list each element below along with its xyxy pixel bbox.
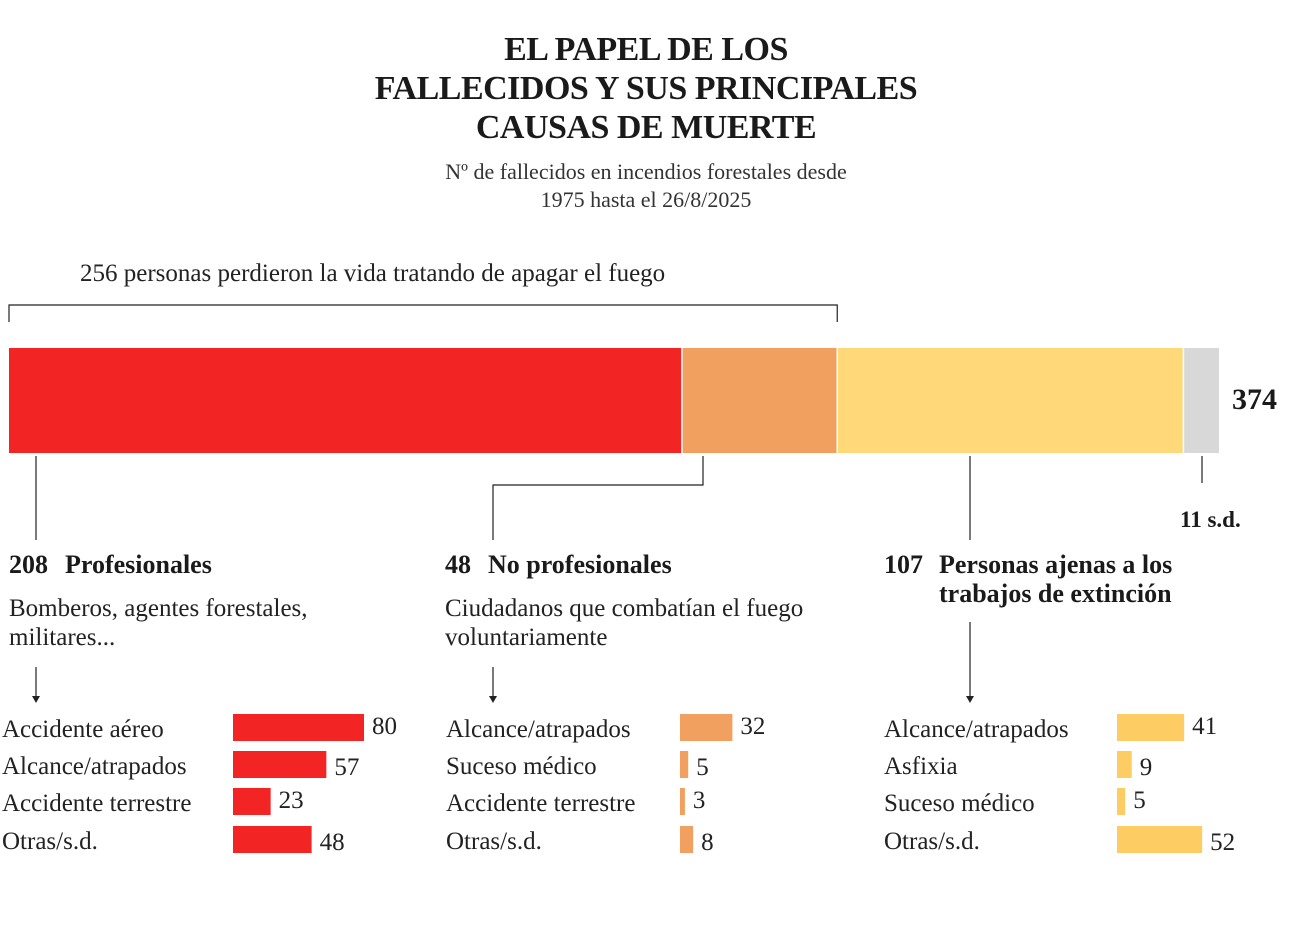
bar-no-profesionales <box>680 826 694 853</box>
category-label-ajenas: Alcance/atrapados <box>884 716 1069 743</box>
group-label: Profesionales <box>65 550 212 579</box>
bar-profesionales <box>233 751 327 778</box>
bar-ajenas <box>1117 788 1126 815</box>
category-label-no-profesionales: Alcance/atrapados <box>446 716 631 743</box>
category-label-no-profesionales: Accidente terrestre <box>446 790 635 817</box>
group-description: Ciudadanos que combatían el fuego volunt… <box>445 595 804 651</box>
stacked-segment-sd <box>1183 348 1219 453</box>
total-label: 374 <box>1232 383 1277 416</box>
category-label-profesionales: Accidente aéreo <box>2 716 164 743</box>
arrow-profesionales-head <box>32 696 40 703</box>
category-label-profesionales: Otras/s.d. <box>2 828 98 855</box>
subtitle-line: Nº de fallecidos en incendios forestales… <box>445 159 847 184</box>
group-label: Personas ajenas a los trabajos de extinc… <box>939 550 1173 608</box>
group-value: 48 <box>445 550 471 579</box>
title-line: CAUSAS DE MUERTE <box>475 109 817 146</box>
stacked-segment-no-profesionales <box>681 348 838 453</box>
group-description: Bomberos, agentes forestales, militares.… <box>9 595 308 651</box>
data-label-no-profesionales: 32 <box>740 713 765 740</box>
data-label-no-profesionales: 3 <box>693 787 706 814</box>
bar-ajenas <box>1117 826 1203 853</box>
data-label-ajenas: 52 <box>1210 829 1235 856</box>
category-label-no-profesionales: Suceso médico <box>446 753 597 780</box>
bracket <box>8 304 838 322</box>
category-label-profesionales: Accidente terrestre <box>2 790 191 817</box>
arrow-no-profesionales-head <box>489 696 497 703</box>
data-label-no-profesionales: 5 <box>696 754 709 781</box>
bar-ajenas <box>1117 714 1185 741</box>
group-header-ajenas: 107 Personas ajenas a los trabajos de ex… <box>884 550 1284 610</box>
data-label-no-profesionales: 8 <box>701 829 714 856</box>
bar-profesionales <box>233 714 364 741</box>
bar-profesionales <box>233 788 271 815</box>
data-label-profesionales: 23 <box>279 787 304 814</box>
no-data-label: 11 s.d. <box>1180 507 1241 532</box>
stacked-segment-ajenas <box>837 348 1184 453</box>
title-line: FALLECIDOS Y SUS PRINCIPALES <box>374 70 918 107</box>
data-label-profesionales: 48 <box>320 829 345 856</box>
chart-title: EL PAPEL DE LOS FALLECIDOS Y SUS PRINCIP… <box>0 30 1292 147</box>
data-label-ajenas: 9 <box>1140 754 1153 781</box>
arrow-ajenas-head <box>966 696 974 703</box>
data-label-ajenas: 5 <box>1133 787 1146 814</box>
bar-no-profesionales <box>680 751 689 778</box>
category-label-profesionales: Alcance/atrapados <box>2 753 187 780</box>
leader-line-no-profesionales <box>492 456 704 540</box>
bar-no-profesionales <box>680 788 685 815</box>
data-label-ajenas: 41 <box>1192 713 1217 740</box>
group-value: 208 <box>9 550 48 579</box>
bar-ajenas <box>1117 751 1132 778</box>
category-label-ajenas: Otras/s.d. <box>884 828 980 855</box>
bar-no-profesionales <box>680 714 733 741</box>
bracket-label: 256 personas perdieron la vida tratando … <box>80 260 666 287</box>
bar-profesionales <box>233 826 312 853</box>
subtitle-line: 1975 hasta el 26/8/2025 <box>540 187 752 212</box>
category-label-ajenas: Asfixia <box>884 753 958 780</box>
data-label-profesionales: 57 <box>334 754 359 781</box>
title-line: EL PAPEL DE LOS <box>504 31 788 68</box>
group-header-profesionales: 208 Profesionales <box>9 550 369 580</box>
stacked-segment-profesionales <box>9 348 682 453</box>
group-label: No profesionales <box>488 550 672 579</box>
category-label-ajenas: Suceso médico <box>884 790 1035 817</box>
data-label-profesionales: 80 <box>372 713 397 740</box>
group-header-no-profesionales: 48 No profesionales <box>445 550 805 580</box>
chart-subtitle: Nº de fallecidos en incendios forestales… <box>0 158 1292 214</box>
category-label-no-profesionales: Otras/s.d. <box>446 828 542 855</box>
group-value: 107 <box>884 550 923 579</box>
